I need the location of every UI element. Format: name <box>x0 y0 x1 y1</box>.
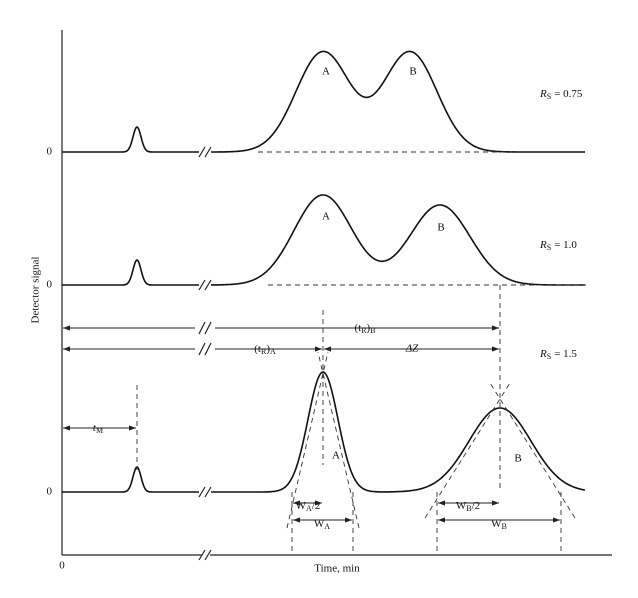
peak-label: B <box>514 453 521 465</box>
baseline-label: 0 <box>47 146 53 158</box>
resolution-label: RS = 1.0 <box>539 239 577 252</box>
peak-label: B <box>437 222 444 234</box>
retention-b: (tR)B <box>354 322 375 335</box>
resolution-value: = 1.5 <box>554 348 577 360</box>
baseline-curve <box>62 465 199 493</box>
delta-z: ΔZ <box>405 343 419 355</box>
peak-label: B <box>409 66 416 78</box>
baseline-label: 0 <box>47 279 53 291</box>
resolution-symbol: R <box>539 348 547 360</box>
origin-label: 0 <box>59 560 65 572</box>
dead-time: tM <box>93 422 103 435</box>
chromatogram <box>211 371 586 493</box>
resolution-sub: S <box>547 243 551 252</box>
baseline-label: 0 <box>47 486 53 498</box>
break-mark <box>198 279 212 291</box>
resolution-value: = 0.75 <box>554 88 583 100</box>
peak-label: A <box>322 66 330 78</box>
dimensions <box>63 285 576 555</box>
chromatogram <box>211 194 585 286</box>
y-label: Detector signal <box>30 257 42 324</box>
x-label: Time, min <box>314 563 360 575</box>
chromatogram <box>211 50 585 153</box>
resolution-sub: S <box>547 352 551 361</box>
baseline-curve <box>62 258 199 286</box>
break-mark <box>198 146 212 158</box>
half-width-a: WA/2 <box>296 500 321 513</box>
half-width-b: WB/2 <box>456 500 480 513</box>
axes <box>61 30 612 561</box>
break-mark <box>198 486 212 498</box>
width-b: WB <box>491 518 507 531</box>
resolution-label: RS = 1.5 <box>539 348 577 361</box>
baseline-curve <box>62 125 199 153</box>
peak-label: A <box>322 211 330 223</box>
resolution-symbol: R <box>539 239 547 251</box>
resolution-value: = 1.0 <box>554 239 577 251</box>
width-a: WA <box>314 518 330 531</box>
resolution-label: RS = 0.75 <box>539 88 583 101</box>
retention-a: (tR)A <box>254 343 276 356</box>
resolution-symbol: R <box>539 88 547 100</box>
peak-label: A <box>332 450 340 462</box>
resolution-sub: S <box>547 92 551 101</box>
